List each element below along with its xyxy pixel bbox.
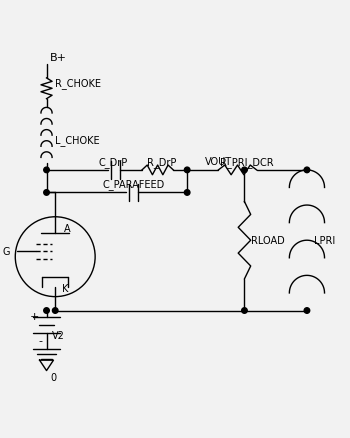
Text: LPRI: LPRI xyxy=(314,236,335,246)
Text: V2: V2 xyxy=(52,331,65,340)
Text: G: G xyxy=(3,247,10,257)
Text: RLOAD: RLOAD xyxy=(251,236,285,246)
Text: +: + xyxy=(30,311,39,321)
Text: C_DrP: C_DrP xyxy=(99,156,128,167)
Text: B+: B+ xyxy=(50,53,67,63)
Text: VOUT: VOUT xyxy=(204,156,232,166)
Text: R_PRI_DCR: R_PRI_DCR xyxy=(220,156,274,167)
Text: R_CHOKE: R_CHOKE xyxy=(55,78,101,89)
Circle shape xyxy=(52,308,58,314)
Circle shape xyxy=(44,190,49,196)
Circle shape xyxy=(304,168,310,173)
Text: K: K xyxy=(62,283,69,293)
Text: R_DrP: R_DrP xyxy=(147,156,177,167)
Text: 0: 0 xyxy=(51,372,57,382)
Circle shape xyxy=(184,190,190,196)
Text: -: - xyxy=(39,335,43,345)
Text: A: A xyxy=(64,223,70,233)
Circle shape xyxy=(184,168,190,173)
Circle shape xyxy=(241,308,247,314)
Circle shape xyxy=(44,308,49,314)
Text: C_PARAFEED: C_PARAFEED xyxy=(102,179,164,190)
Text: L_CHOKE: L_CHOKE xyxy=(55,135,100,146)
Circle shape xyxy=(241,168,247,173)
Circle shape xyxy=(44,168,49,173)
Circle shape xyxy=(304,308,310,314)
